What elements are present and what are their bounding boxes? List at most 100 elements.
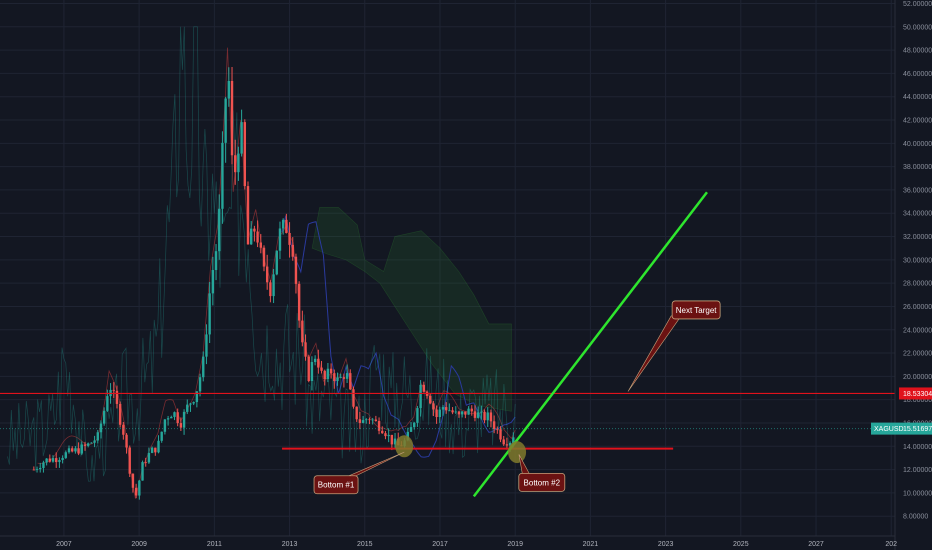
candle-body <box>189 403 192 405</box>
candle-body <box>480 411 483 413</box>
candle-body <box>304 342 307 357</box>
candle-body <box>45 458 48 463</box>
candle-body <box>61 457 64 461</box>
candle-body <box>250 228 253 245</box>
candle-body <box>429 395 432 404</box>
x-tick-label: 2021 <box>583 541 599 548</box>
candle-body <box>470 408 473 412</box>
y-tick-label: 44.00000 <box>903 94 932 101</box>
candle-body <box>205 334 208 357</box>
bottom-1-label: Bottom #1 <box>318 481 355 490</box>
candle-body <box>64 452 68 458</box>
y-tick-label: 52.00000 <box>903 1 932 8</box>
candle-body <box>144 462 147 463</box>
candle-body <box>483 411 486 421</box>
candle-body <box>352 389 355 407</box>
time-axis: 2007 2009 2011 2013 2015 2017 2019 2021 2023 2025… <box>0 535 897 548</box>
candle-body <box>42 462 45 468</box>
candle-body <box>413 422 416 428</box>
candle-body <box>74 448 77 452</box>
candle-body <box>355 406 358 420</box>
y-tick-label: 24.00000 <box>903 327 932 334</box>
candle-body <box>496 428 499 430</box>
candle-body <box>224 98 227 143</box>
candle-body <box>377 421 381 431</box>
bottom-1-box <box>313 475 359 495</box>
candle-body <box>505 444 509 446</box>
bottom-1-circle <box>395 435 414 458</box>
y-tick-label: 22.00000 <box>903 351 932 358</box>
candle-body <box>102 410 106 424</box>
candle-body <box>55 458 58 463</box>
candle-body <box>39 467 42 470</box>
price-tag-resistance <box>899 387 932 400</box>
candle-body <box>448 410 451 412</box>
candle-body <box>278 228 282 251</box>
candle-body <box>285 219 288 233</box>
candle-body <box>492 421 496 429</box>
candle-body <box>221 142 224 209</box>
candle-body <box>297 283 301 321</box>
x-tick-label: 2011 <box>207 541 222 548</box>
x-tick-label: 2009 <box>131 541 147 548</box>
candle-body <box>106 396 109 411</box>
candle-body <box>99 423 103 433</box>
candle-body <box>179 423 183 428</box>
symbol-label: XAGUSD <box>874 426 904 433</box>
y-tick-label: 38.00000 <box>903 164 932 171</box>
candle-body <box>96 432 99 441</box>
y-tick-label: 34.00000 <box>903 211 932 218</box>
candle-body <box>147 452 151 463</box>
candle-body <box>125 434 128 448</box>
candle-body <box>77 448 80 454</box>
candle-body <box>329 368 333 374</box>
candle-body <box>150 447 154 453</box>
candle-body <box>419 384 422 409</box>
y-tick-label: 26.00000 <box>903 304 932 311</box>
x-tick-label: 2023 <box>658 541 674 548</box>
candles <box>32 66 515 500</box>
candle-body <box>342 377 346 379</box>
candle-body <box>435 409 438 418</box>
candle-body <box>218 208 221 252</box>
candle-body <box>195 391 199 403</box>
candle-body <box>281 219 285 229</box>
candle-body <box>317 358 320 368</box>
candle-body <box>457 411 461 415</box>
candle-body <box>409 427 413 432</box>
x-tick-label: 2013 <box>282 541 298 548</box>
candle-body <box>58 460 61 463</box>
y-tick-label: 46.00000 <box>903 71 932 78</box>
candle-body <box>202 356 205 378</box>
y-tick-label: 18.00000 <box>903 397 932 404</box>
ichimoku-cloud <box>311 207 512 412</box>
price-tag-current <box>871 422 932 435</box>
candle-body <box>265 266 269 283</box>
y-tick-label: 30.00000 <box>903 257 932 264</box>
y-tick-label: 28.00000 <box>903 281 932 288</box>
candle-body <box>35 469 39 470</box>
price-tag-current-label: 15.51697 <box>903 426 932 433</box>
candle-body <box>141 462 144 481</box>
x-tick-label: 2015 <box>357 541 373 548</box>
candle-body <box>115 390 119 404</box>
candle-body <box>489 412 493 422</box>
candle-body <box>313 358 317 363</box>
y-tick-label: 50.00000 <box>903 24 932 31</box>
candle-body <box>349 373 352 390</box>
candle-body <box>381 430 384 434</box>
x-tick-label: 2019 <box>507 541 523 548</box>
candle-body <box>163 419 167 432</box>
candle-body <box>422 384 426 392</box>
candle-body <box>272 274 275 297</box>
candle-body <box>131 473 135 488</box>
bottom-2-box <box>518 472 566 492</box>
candle-body <box>451 410 454 413</box>
candle-body <box>208 293 211 335</box>
candle-body <box>365 419 368 421</box>
candle-body <box>166 418 170 420</box>
candle-body <box>269 282 272 297</box>
next-target-label: Next Target <box>676 306 718 315</box>
